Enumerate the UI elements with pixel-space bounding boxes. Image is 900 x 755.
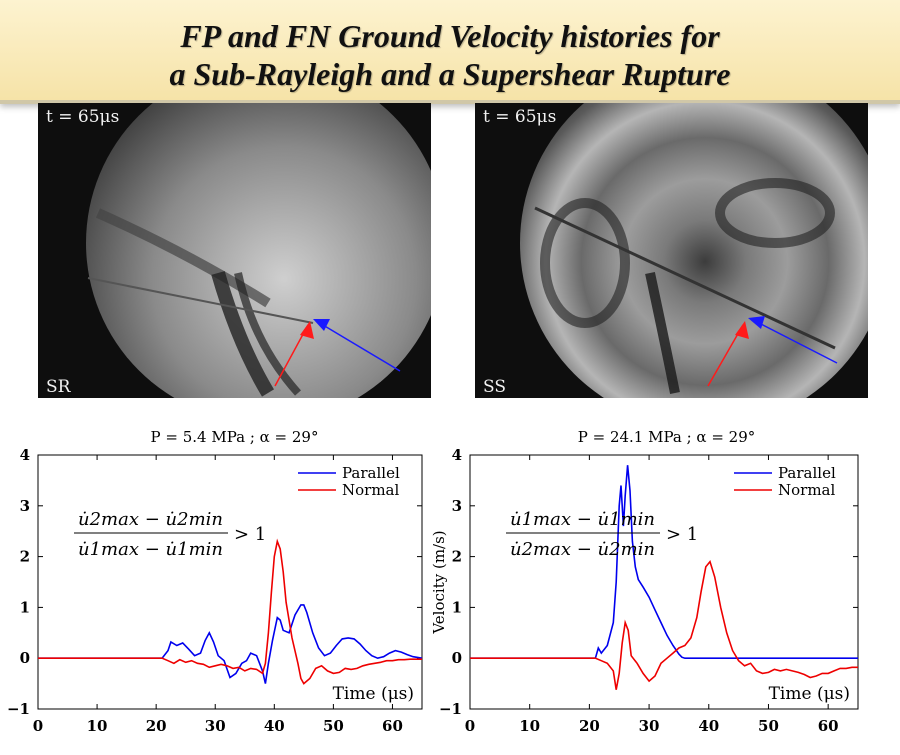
x-axis-label: Time (μs)	[333, 684, 414, 704]
legend-box	[292, 461, 420, 501]
y-tick-label: 3	[20, 497, 30, 515]
annotation-numerator: u̇2max − u̇2min	[78, 509, 223, 530]
x-tick-label: 30	[205, 717, 226, 735]
y-tick-label: 0	[452, 649, 462, 667]
y-tick-label: −1	[7, 700, 30, 718]
x-tick-label: 60	[818, 717, 839, 735]
x-tick-label: 10	[87, 717, 108, 735]
legend-label: Normal	[342, 481, 399, 499]
parallel-arrowhead	[748, 316, 765, 329]
legend-label: Parallel	[778, 464, 836, 482]
annotation-numerator: u̇1max − u̇1min	[510, 509, 655, 530]
annotation-denominator: u̇1max − u̇1min	[78, 539, 223, 560]
photo-tag: SS	[483, 377, 506, 397]
title-line-2: a Sub-Rayleigh and a Supershear Rupture	[169, 56, 731, 92]
x-tick-label: 50	[758, 717, 779, 735]
normal-arrowhead	[300, 321, 314, 339]
series-line-normal	[470, 560, 858, 690]
y-tick-label: 1	[20, 598, 30, 616]
y-tick-label: 2	[20, 548, 30, 566]
photo-sub-rayleigh: t = 65μs SR	[38, 103, 431, 398]
photo-overlay	[87, 208, 401, 397]
x-tick-label: 20	[579, 717, 600, 735]
parallel-arrow	[758, 322, 838, 364]
photo-time-label: t = 65μs	[483, 107, 557, 127]
x-tick-label: 50	[323, 717, 344, 735]
photo-overlay	[534, 178, 838, 394]
x-tick-label: 0	[465, 717, 475, 735]
y-tick-label: 4	[452, 446, 462, 464]
annotation-relation: > 1	[666, 524, 698, 545]
series-line-parallel	[38, 604, 423, 684]
normal-arrowhead	[735, 321, 749, 339]
photoelastic-disk	[86, 103, 431, 398]
parallel-arrowhead	[313, 319, 330, 331]
x-tick-label: 60	[382, 717, 403, 735]
legend-label: Normal	[778, 481, 835, 499]
chart-title-left: P = 5.4 MPa ; α = 29°	[150, 428, 319, 446]
chart-title-right: P = 24.1 MPa ; α = 29°	[577, 428, 756, 446]
annotation-relation: > 1	[234, 524, 266, 545]
y-tick-label: 0	[20, 649, 30, 667]
series-line-parallel	[470, 465, 858, 659]
x-axis-label: Time (μs)	[769, 684, 850, 704]
y-tick-label: 1	[452, 598, 462, 616]
x-tick-label: 30	[639, 717, 660, 735]
y-tick-label: −1	[439, 700, 462, 718]
annotation-denominator: u̇2max − u̇2min	[510, 539, 655, 560]
photo-supershear: t = 65μs SS	[475, 103, 868, 398]
legend-label: Parallel	[342, 464, 400, 482]
photo-tag: SR	[46, 377, 71, 397]
y-tick-label: 4	[20, 446, 30, 464]
series-line-normal	[38, 538, 422, 685]
title-line-1: FP and FN Ground Velocity histories for	[180, 18, 720, 54]
x-tick-label: 0	[33, 717, 43, 735]
legend-box	[728, 461, 856, 501]
x-tick-label: 40	[698, 717, 719, 735]
x-tick-label: 10	[519, 717, 540, 735]
parallel-arrow	[322, 324, 401, 372]
y-tick-label: 2	[452, 548, 462, 566]
title-banner: FP and FN Ground Velocity histories for …	[0, 0, 900, 104]
y-tick-label: 3	[452, 497, 462, 515]
x-tick-label: 20	[146, 717, 167, 735]
photo-time-label: t = 65μs	[46, 107, 120, 127]
y-axis-label: Velocity (m/s)	[430, 530, 448, 634]
x-tick-label: 40	[264, 717, 285, 735]
